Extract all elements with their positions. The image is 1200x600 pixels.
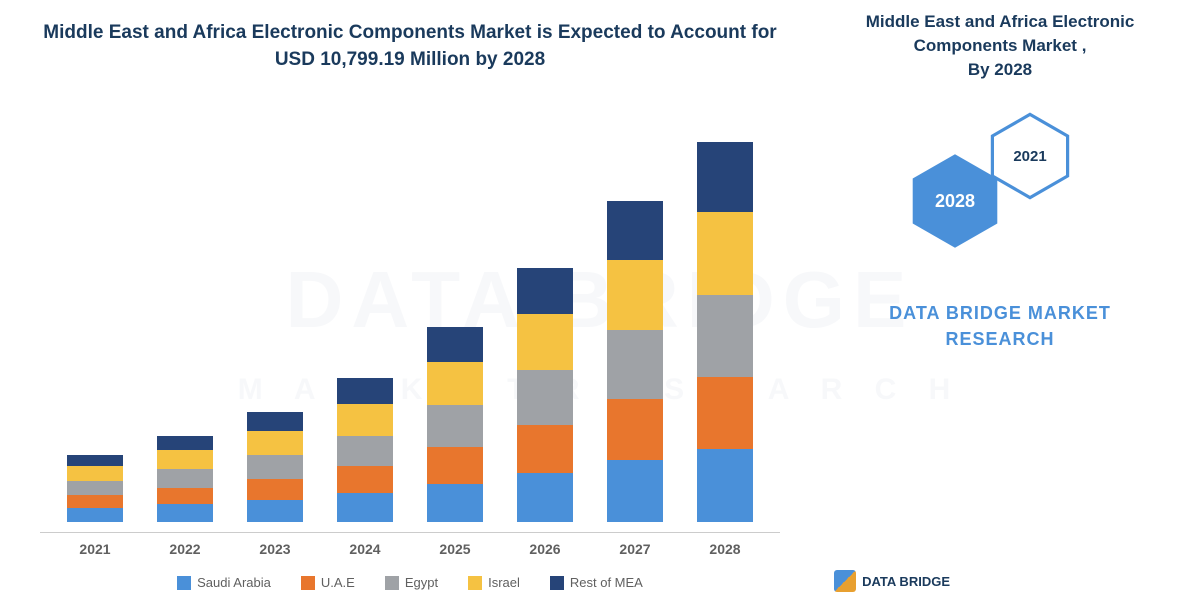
bar-segment [67,481,123,495]
bar-segment [607,399,663,460]
x-axis-label: 2027 [600,541,670,557]
bar-segment [157,450,213,469]
legend-label: Egypt [405,575,438,590]
side-panel: Middle East and Africa Electronic Compon… [800,0,1200,600]
bar-segment [427,447,483,484]
brand-line2: RESEARCH [945,329,1054,349]
bar-segment [157,504,213,522]
side-title-line2: Components Market , [914,36,1087,55]
bar-stack [697,142,753,522]
x-axis-label: 2025 [420,541,490,557]
x-axis-label: 2021 [60,541,130,557]
side-title: Middle East and Africa Electronic Compon… [866,10,1135,81]
legend-item: Rest of MEA [550,575,643,590]
bar-segment [247,412,303,431]
bar-segment [67,455,123,466]
legend-swatch [385,576,399,590]
chart-section: Middle East and Africa Electronic Compon… [0,0,800,600]
bar-segment [337,404,393,436]
bar-segment [67,495,123,508]
bar-stack [157,436,213,522]
x-axis-label: 2028 [690,541,760,557]
legend-label: Israel [488,575,520,590]
bar-group [510,268,580,522]
legend-swatch [468,576,482,590]
bar-group [420,327,490,522]
bar-group [690,142,760,522]
bar-segment [697,449,753,522]
bar-segment [697,377,753,449]
chart-area [40,93,780,533]
legend-swatch [550,576,564,590]
bar-segment [67,466,123,480]
legend-item: U.A.E [301,575,355,590]
hexagon-large: 2028 [910,151,1000,251]
bar-segment [607,460,663,522]
bar-segment [337,378,393,404]
legend-item: Saudi Arabia [177,575,271,590]
bar-segment [157,436,213,450]
bar-segment [157,469,213,488]
bar-group [240,412,310,522]
bar-group [600,201,670,522]
legend-item: Israel [468,575,520,590]
bar-stack [517,268,573,522]
hexagon-small: 2021 [990,111,1070,201]
legend-swatch [301,576,315,590]
bar-stack [247,412,303,522]
bar-group [330,378,400,522]
bar-segment [247,500,303,522]
bar-segment [517,268,573,314]
hexagon-small-label: 2021 [1013,148,1046,165]
brand-text: DATA BRIDGE MARKET RESEARCH [889,301,1111,351]
bar-segment [517,425,573,473]
bar-segment [337,493,393,522]
bar-segment [517,370,573,424]
bar-segment [427,327,483,362]
bar-group [60,455,130,522]
x-axis-labels: 2021 2022 2023 2024 2025 2026 2027 2028 [40,533,780,557]
x-axis-label: 2023 [240,541,310,557]
legend-label: Rest of MEA [570,575,643,590]
legend-label: U.A.E [321,575,355,590]
bar-segment [247,431,303,455]
bar-segment [157,488,213,504]
bar-segment [427,484,483,522]
hexagon-graphic: 2028 2021 [900,111,1100,271]
bar-stack [67,455,123,522]
hexagon-large-label: 2028 [935,191,975,212]
bar-segment [337,466,393,493]
bar-segment [697,295,753,376]
bar-segment [697,212,753,295]
legend-label: Saudi Arabia [197,575,271,590]
x-axis-label: 2024 [330,541,400,557]
legend-item: Egypt [385,575,438,590]
bar-segment [607,260,663,330]
chart-legend: Saudi Arabia U.A.E Egypt Israel Rest of MEA [40,575,780,590]
side-title-line3: By 2028 [968,60,1032,79]
bar-stack [337,378,393,522]
bar-group [150,436,220,522]
bar-segment [607,201,663,260]
bar-segment [427,362,483,405]
bar-segment [517,314,573,370]
bar-segment [697,142,753,212]
bar-segment [67,508,123,522]
legend-swatch [177,576,191,590]
x-axis-label: 2026 [510,541,580,557]
bar-segment [247,455,303,479]
bar-segment [337,436,393,466]
brand-line1: DATA BRIDGE MARKET [889,303,1111,323]
bar-stack [607,201,663,522]
x-axis-label: 2022 [150,541,220,557]
bar-stack [427,327,483,522]
bar-segment [517,473,573,522]
side-title-line1: Middle East and Africa Electronic [866,12,1135,31]
bar-segment [247,479,303,500]
chart-title: Middle East and Africa Electronic Compon… [40,20,780,73]
bar-segment [427,405,483,447]
bar-segment [607,330,663,399]
main-container: Middle East and Africa Electronic Compon… [0,0,1200,600]
